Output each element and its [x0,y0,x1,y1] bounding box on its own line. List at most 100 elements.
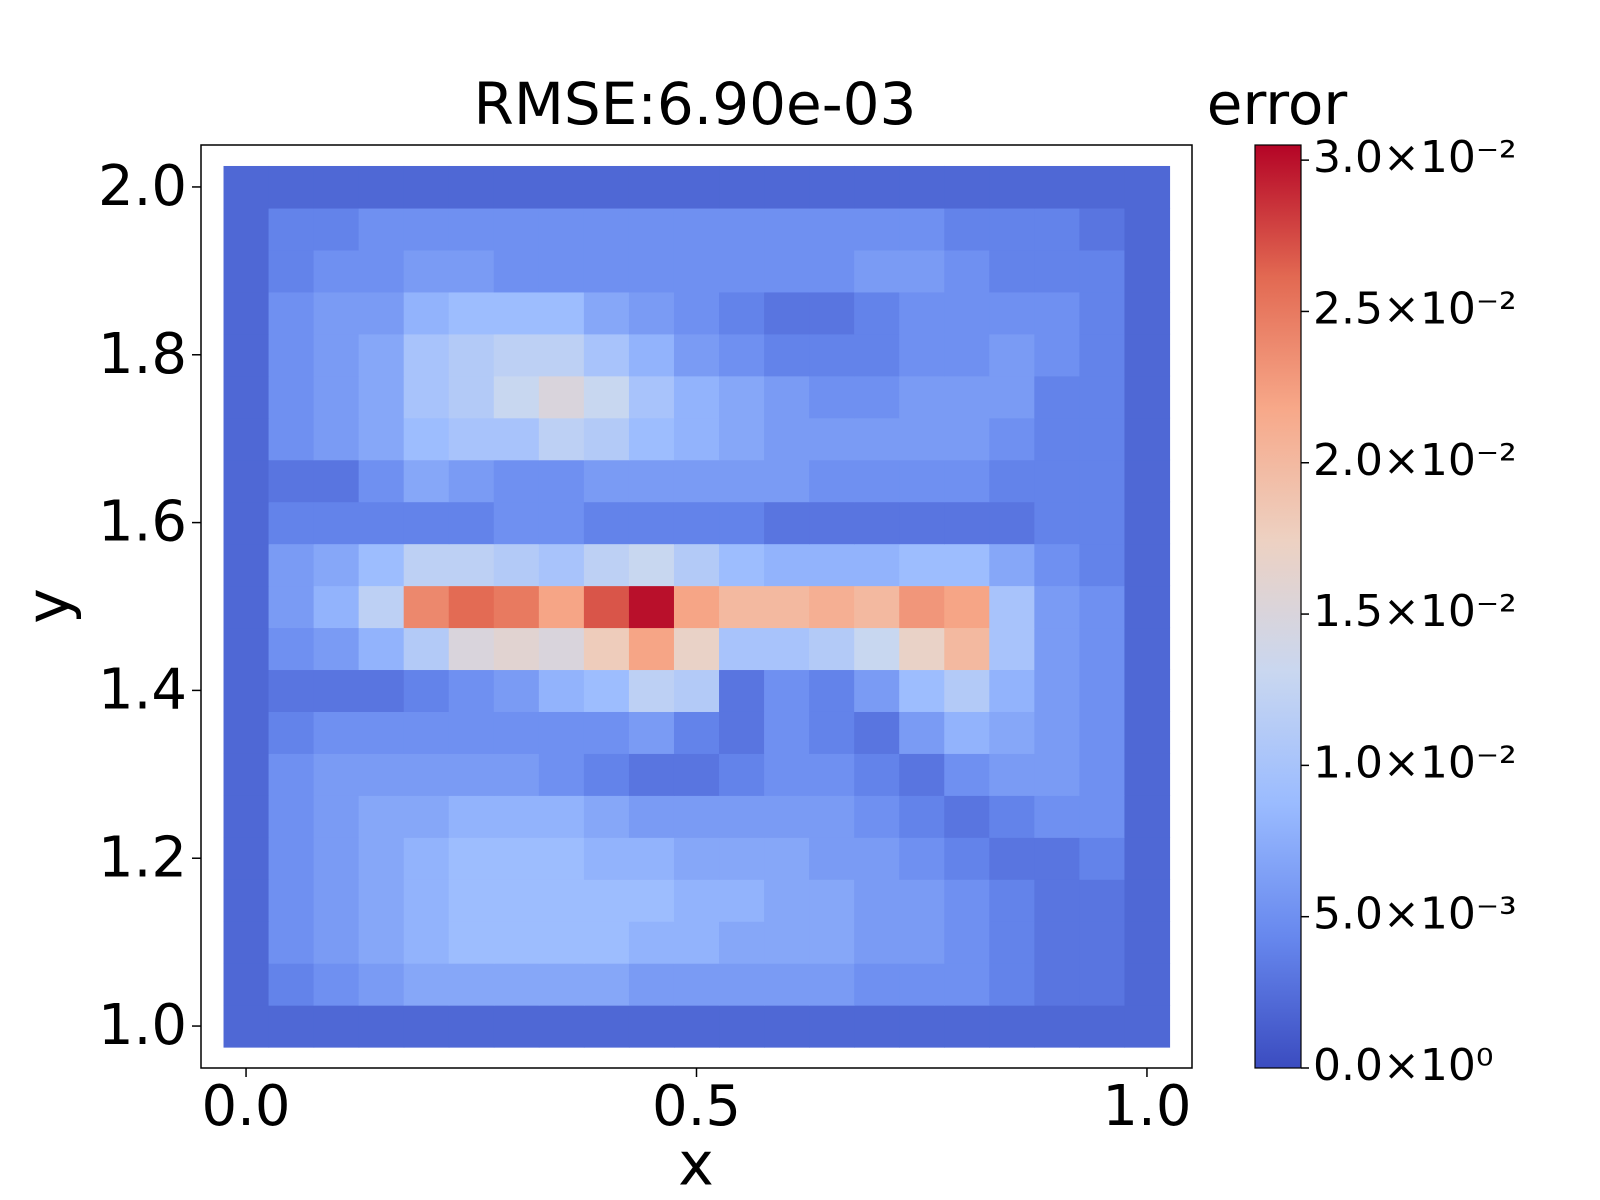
heatmap-cell [313,753,360,796]
heatmap-cell [764,543,810,587]
heatmap-cell [403,375,450,419]
heatmap-cell [538,333,585,377]
heatmap-cell [403,963,450,1006]
heatmap-cell [583,585,630,629]
y-tick-label: 1.4 [98,658,187,723]
heatmap-cell [899,963,945,1006]
heatmap-cell [268,753,315,796]
heatmap-cell [313,585,360,629]
heatmap-cell [764,207,810,251]
y-tick-label: 1.0 [98,993,187,1058]
heatmap-cell [989,543,1035,587]
heatmap-cell [493,669,540,712]
heatmap-cell [358,711,405,754]
heatmap-cell [313,669,360,712]
heatmap-cell [809,879,855,922]
heatmap-cell [538,963,585,1006]
heatmap-cell [673,879,720,922]
heatmap-cell [493,837,540,880]
heatmap-cell [764,459,810,503]
heatmap-cell [989,669,1035,712]
heatmap-cell [764,333,810,377]
heatmap-cell [944,207,990,251]
heatmap-cell [1034,711,1080,754]
heatmap-cell [268,963,315,1006]
heatmap-cell [358,753,405,796]
heatmap-cell [358,963,405,1006]
heatmap-cell [268,627,315,671]
heatmap-cell [538,1005,585,1048]
heatmap-cell [899,1005,945,1048]
heatmap-cell [358,417,405,461]
heatmap-cell [1034,501,1080,545]
heatmap-cell [313,795,360,838]
heatmap-cell [1079,165,1126,209]
heatmap-cell [448,585,495,629]
heatmap-cell [313,417,360,461]
x-axis-label: x [678,1130,714,1200]
heatmap-cell [719,879,765,922]
heatmap-cell [809,375,855,419]
heatmap-cell [538,879,585,922]
heatmap-cell [944,795,990,838]
heatmap-cell [493,501,540,545]
heatmap-cell [358,543,405,587]
heatmap-cell [854,669,900,712]
heatmap-cell [583,249,630,293]
heatmap-cell [673,753,720,796]
heatmap-cell [1079,501,1126,545]
heatmap-cell [1079,249,1126,293]
heatmap-cell [358,165,405,209]
heatmap-cell [764,165,810,209]
heatmap-cell [1079,543,1126,587]
heatmap-cell [583,501,630,545]
heatmap-cell [899,753,945,796]
heatmap-cell [268,1005,315,1048]
heatmap-cell [989,627,1035,671]
heatmap-cell [223,543,270,587]
heatmap-cell [989,753,1035,796]
heatmap-cell [1034,543,1080,587]
heatmap-cell [854,963,900,1006]
colorbar-tick-label: 2.0×10⁻² [1313,435,1517,486]
heatmap-cell [583,543,630,587]
heatmap-cell [358,921,405,964]
heatmap-cell [448,837,495,880]
heatmap-cell [223,417,270,461]
heatmap-cell [809,501,855,545]
heatmap-cell [223,459,270,503]
heatmap-cell [764,711,810,754]
colorbar-tick-label: 5.0×10⁻³ [1313,889,1517,940]
heatmap-cell [583,711,630,754]
heatmap-cell [1034,459,1080,503]
heatmap-cell [809,165,855,209]
heatmap-cell [358,375,405,419]
heatmap-cell [1079,753,1126,796]
heatmap-cell [944,459,990,503]
heatmap-cell [268,837,315,880]
heatmap-cell [268,585,315,629]
heatmap-cell [493,921,540,964]
heatmap-cell [403,795,450,838]
heatmap-cell [1079,333,1126,377]
heatmap-cell [493,963,540,1006]
heatmap-cell [403,417,450,461]
heatmap-cell [628,837,675,880]
heatmap-cell [448,795,495,838]
heatmap-cell [944,501,990,545]
heatmap-cell [899,879,945,922]
heatmap-cell [448,543,495,587]
heatmap-cell [403,207,450,251]
heatmap-cell [628,249,675,293]
heatmap-cell [268,207,315,251]
heatmap-cell [809,753,855,796]
heatmap-cell [628,501,675,545]
heatmap-cell [223,669,270,712]
heatmap-cell [1124,291,1171,335]
heatmap-cell [448,165,495,209]
heatmap-cell [764,669,810,712]
heatmap-cell [628,333,675,377]
heatmap-cell [809,585,855,629]
heatmap-cell [1034,627,1080,671]
heatmap-cell [719,753,765,796]
